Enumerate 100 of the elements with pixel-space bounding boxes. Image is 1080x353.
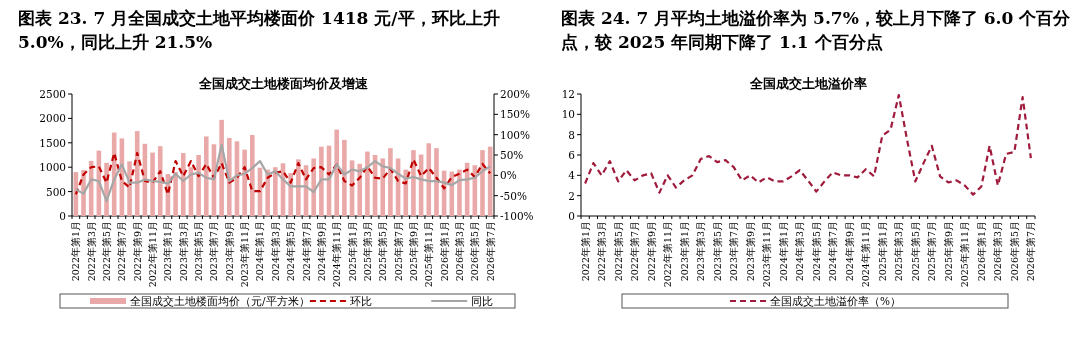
x-tick-label: 2024年第11月 [331, 221, 343, 288]
bar [173, 172, 178, 216]
legend-label: 同比 [471, 295, 494, 307]
x-tick-label: 2026年第7月 [484, 221, 496, 282]
x-tick-label: 2024年第7月 [827, 221, 839, 282]
chart-title: 图表 24. 7 月平均土地溢价率为 5.7%，较上月下降了 6.0 个百分点，较 2025 年同期下降了 1.1 个百分点 [560, 7, 1072, 52]
y2-tick-label: -50% [500, 189, 527, 202]
y-tick-label: 4 [568, 169, 576, 182]
y2-tick-label: 50% [500, 149, 524, 161]
x-tick-label: 2026年第3月 [992, 221, 1004, 282]
y-tick-label: 2000 [39, 112, 66, 125]
x-tick-label: 2022年第7月 [116, 221, 128, 282]
bar [380, 158, 386, 216]
x-tick-label: 2026年第5月 [469, 221, 481, 282]
y2-tick-label: 200% [500, 88, 531, 100]
y2-tick-label: 150% [500, 108, 531, 121]
bar [365, 151, 370, 216]
bar [449, 171, 455, 216]
legend-label: 全国成交土地溢价率（%） [770, 295, 901, 307]
x-tick-label: 2025年第3月 [361, 221, 373, 282]
x-tick-label: 2025年第3月 [893, 221, 905, 282]
bar [203, 136, 209, 216]
y-tick-label: 12 [561, 88, 575, 100]
bar [296, 159, 301, 216]
x-tick-label: 2025年第9月 [407, 221, 419, 282]
bar [311, 158, 316, 216]
x-tick-label: 2022年第5月 [612, 221, 624, 282]
bar [242, 149, 247, 216]
bar [480, 150, 485, 216]
x-tick-label: 2022年第9月 [645, 221, 657, 282]
bar [226, 137, 232, 216]
x-tick-label: 2025年第1月 [876, 221, 888, 282]
x-tick-label: 2025年第11月 [959, 221, 971, 288]
x-tick-label: 2026年第7月 [1025, 221, 1037, 282]
x-tick-label: 2023年第9月 [744, 221, 756, 282]
x-tick-label: 2023年第3月 [177, 221, 189, 282]
bar [457, 169, 462, 216]
x-tick-label: 2025年第7月 [392, 221, 404, 282]
line-series [74, 143, 492, 203]
x-tick-label: 2024年第5月 [810, 221, 822, 282]
y-tick-label: 0 [59, 210, 66, 222]
bar [273, 167, 278, 216]
x-tick-label: 2022年第1月 [70, 221, 82, 282]
y-tick-label: 500 [45, 185, 66, 198]
bar [434, 148, 439, 216]
chart-subtitle: 全国成交土地楼面均价及增速 [197, 76, 369, 91]
x-tick-label: 2022年第11月 [147, 221, 159, 288]
bar [150, 152, 155, 216]
bar [342, 139, 347, 216]
x-tick-label: 2024年第7月 [300, 221, 312, 282]
x-tick-label: 2025年第5月 [909, 221, 921, 282]
x-tick-label: 2023年第5月 [711, 221, 723, 282]
bar [388, 148, 393, 216]
y2-tick-label: -100% [500, 210, 534, 222]
bar [134, 131, 140, 216]
y-tick-label: 8 [568, 128, 575, 141]
x-tick-label: 2025年第7月 [926, 221, 938, 282]
x-tick-label: 2025年第9月 [942, 221, 954, 282]
x-tick-label: 2023年第1月 [162, 221, 174, 282]
y-tick-label: 1000 [39, 161, 66, 174]
x-tick-label: 2022年第3月 [85, 221, 97, 282]
line-series [584, 93, 1032, 196]
x-tick-label: 2022年第7月 [629, 221, 641, 282]
x-tick-label: 2024年第5月 [285, 221, 297, 282]
x-tick-label: 2023年第11月 [239, 221, 251, 288]
x-tick-label: 2024年第3月 [269, 221, 281, 282]
x-tick-label: 2022年第1月 [579, 221, 591, 282]
bar [426, 143, 432, 216]
x-tick-label: 2024年第9月 [843, 221, 855, 282]
legend-label: 环比 [349, 295, 372, 307]
chart-subtitle: 全国成交土地溢价率 [748, 76, 867, 91]
bar [250, 134, 255, 216]
x-tick-label: 2025年第11月 [423, 221, 435, 288]
bar [334, 129, 340, 216]
x-tick-label: 2023年第5月 [193, 221, 205, 282]
y-tick-label: 10 [561, 108, 575, 121]
x-tick-label: 2023年第3月 [695, 221, 707, 282]
y-tick-label: 1500 [39, 136, 66, 149]
y-tick-label: 0 [568, 210, 575, 222]
x-tick-label: 2022年第9月 [131, 221, 143, 282]
y2-tick-label: 100% [500, 128, 531, 141]
x-tick-label: 2025年第1月 [346, 221, 358, 282]
line-series [74, 151, 492, 196]
x-tick-label: 2023年第7月 [208, 221, 220, 282]
y2-tick-label: 0% [500, 169, 517, 182]
x-tick-label: 2024年第1月 [254, 221, 266, 282]
x-tick-label: 2026年第1月 [438, 221, 450, 282]
y-tick-label: 6 [568, 149, 576, 161]
y-tick-label: 2500 [39, 88, 66, 100]
x-tick-label: 2026年第1月 [975, 221, 987, 282]
bar [411, 150, 416, 216]
bar [319, 146, 324, 216]
y-tick-label: 2 [568, 189, 575, 202]
chart-title: 图表 23. 7 月全国成交土地平均楼面价 1418 元/平，环比上升 5.0%，同比上升 21.5% [17, 7, 501, 52]
x-tick-label: 2025年第5月 [377, 221, 389, 282]
x-tick-label: 2023年第11月 [761, 221, 773, 288]
x-tick-label: 2024年第3月 [794, 221, 806, 282]
x-tick-label: 2022年第3月 [596, 221, 608, 282]
x-tick-label: 2023年第1月 [678, 221, 690, 282]
x-tick-label: 2022年第5月 [101, 221, 113, 282]
